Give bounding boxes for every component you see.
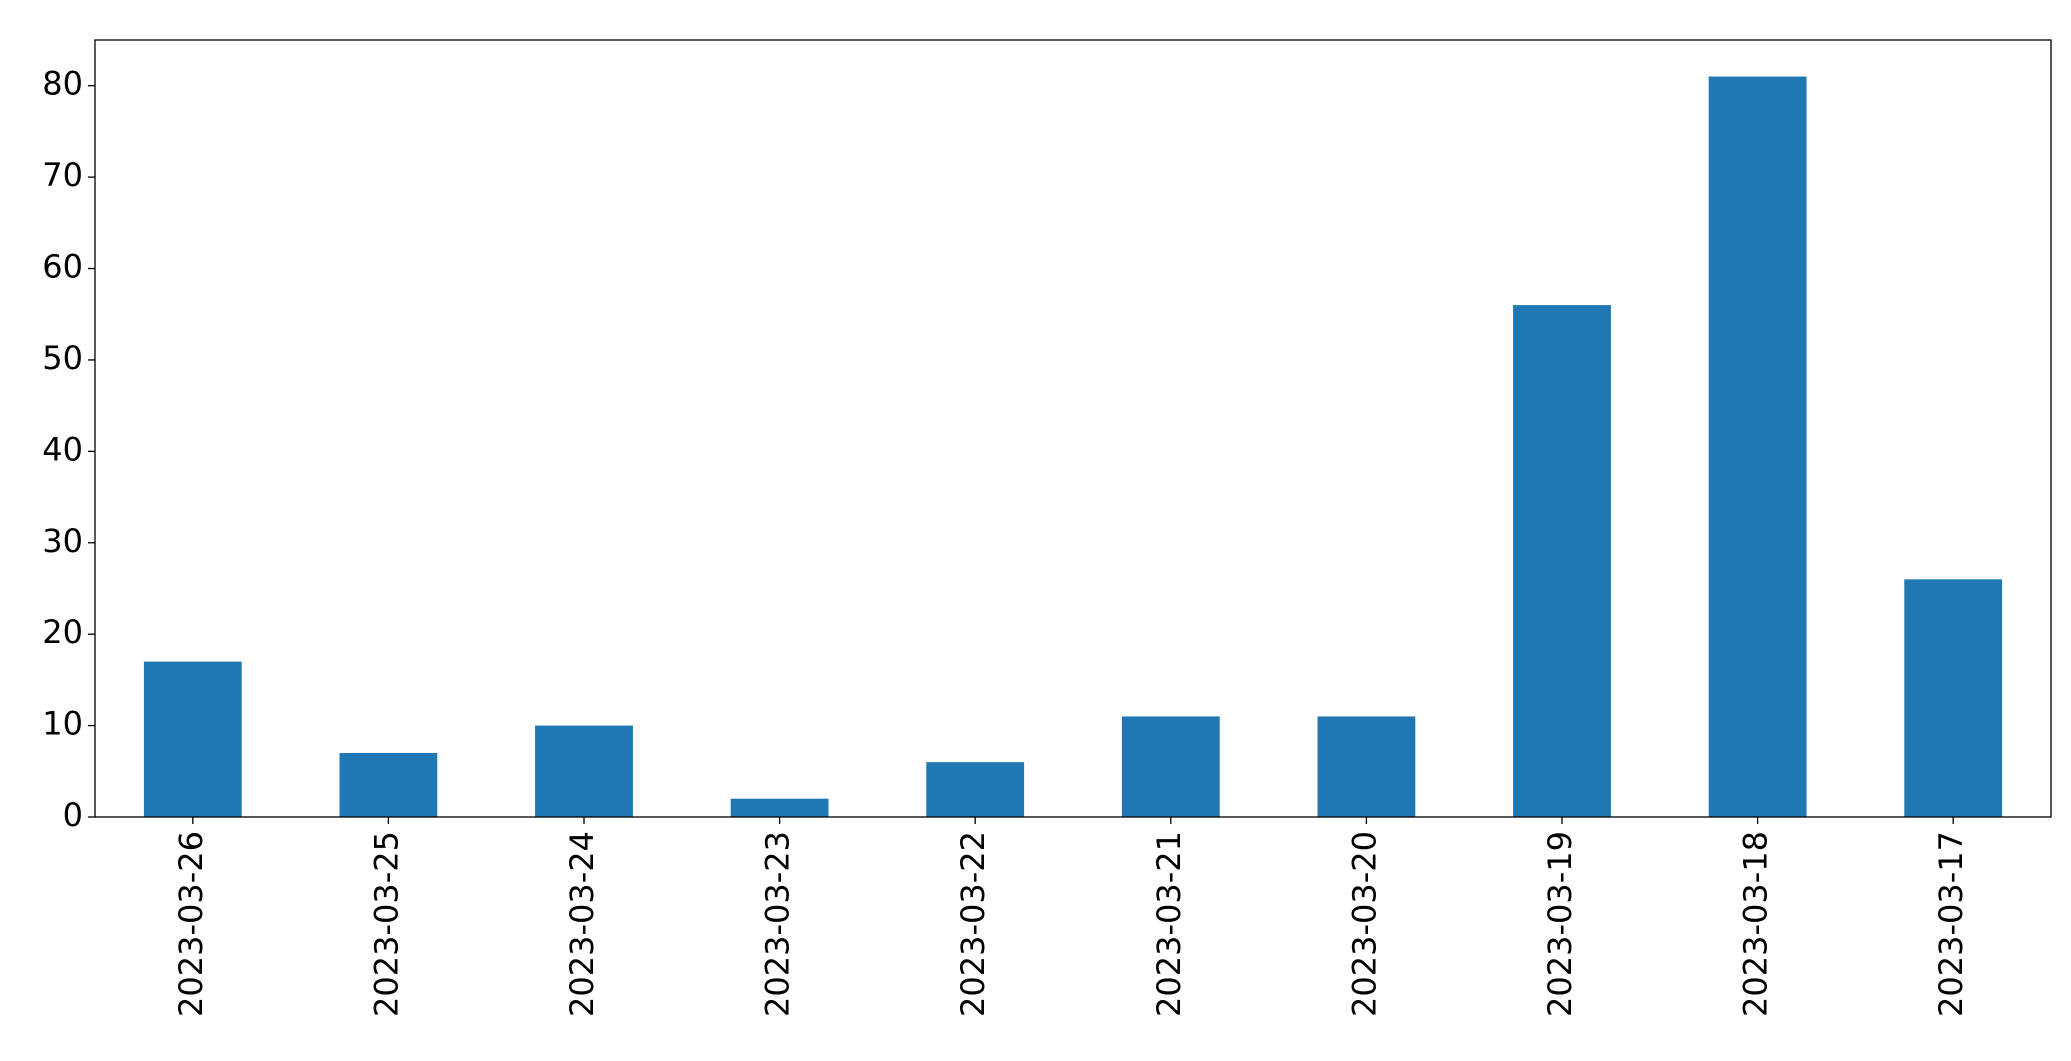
x-tick-label: 2023-03-18 [1737,831,1775,1017]
y-tick-label: 60 [42,248,83,286]
x-tick-label: 2023-03-20 [1345,831,1383,1017]
y-tick-label: 70 [42,156,83,194]
x-tick-label: 2023-03-22 [954,831,992,1017]
x-tick-label: 2023-03-24 [563,831,601,1017]
bar [143,661,242,817]
bar [1708,76,1807,818]
bar [339,753,438,817]
bar [1121,716,1220,817]
bar [1904,579,2003,817]
y-tick-label: 0 [63,796,83,834]
x-tick-label: 2023-03-17 [1932,831,1970,1017]
bar [535,725,633,817]
bar [1513,305,1611,817]
x-tick-label: 2023-03-21 [1150,831,1188,1017]
x-tick-label: 2023-03-23 [759,831,797,1017]
plot-frame [94,39,2052,818]
bar [730,798,829,817]
x-tick-label: 2023-03-25 [367,831,405,1017]
y-tick-label: 10 [42,705,83,743]
bar [1317,716,1416,817]
y-tick-label: 50 [42,339,83,377]
x-tick-label: 2023-03-19 [1541,831,1579,1017]
y-tick-label: 40 [42,430,83,468]
y-tick-label: 20 [42,613,83,651]
y-tick-label: 30 [42,522,83,560]
x-tick-label: 2023-03-26 [172,831,210,1017]
bar [926,762,1025,817]
y-tick-label: 80 [42,65,83,103]
